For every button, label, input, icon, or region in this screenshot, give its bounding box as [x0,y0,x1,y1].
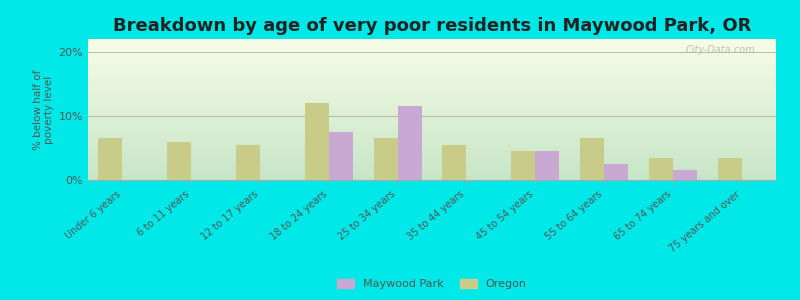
Bar [329,132,353,180]
Bar [236,145,260,180]
Bar [167,142,191,180]
Legend: Maywood Park, Oregon: Maywood Park, Oregon [332,273,532,295]
Bar [442,145,466,180]
Bar [305,103,329,180]
Bar [673,170,697,180]
Bar [398,106,422,180]
Bar [649,158,673,180]
Bar [98,138,122,180]
Bar [374,138,398,180]
Text: City-Data.com: City-Data.com [686,45,755,55]
Bar [535,151,559,180]
Bar [580,138,604,180]
Bar [511,151,535,180]
Y-axis label: % below half of
poverty level: % below half of poverty level [33,69,54,150]
Title: Breakdown by age of very poor residents in Maywood Park, OR: Breakdown by age of very poor residents … [113,17,751,35]
Bar [604,164,628,180]
Bar [718,158,742,180]
